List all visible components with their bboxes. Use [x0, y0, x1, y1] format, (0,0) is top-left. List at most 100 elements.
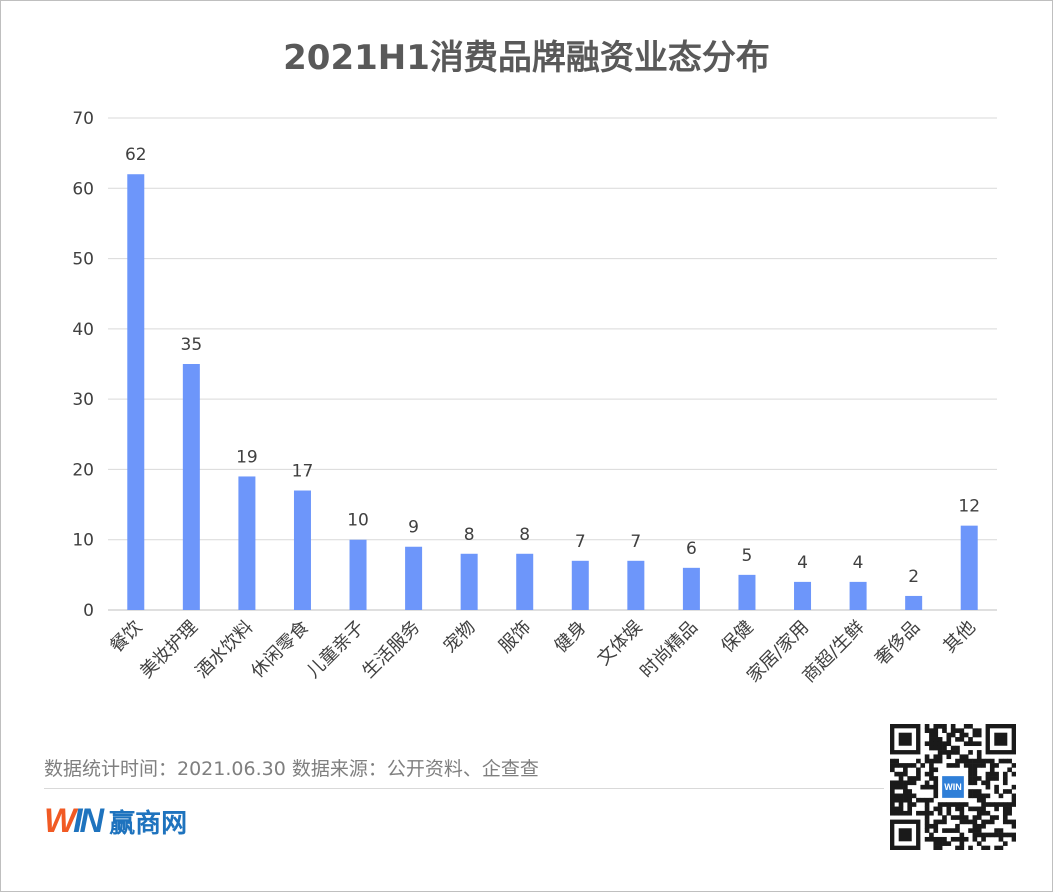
qr-module	[937, 758, 943, 764]
qr-module	[981, 823, 986, 829]
qr-module	[929, 810, 934, 816]
qr-module	[911, 780, 917, 786]
qr-module	[985, 771, 991, 777]
qr-finder	[898, 828, 912, 842]
bar	[849, 581, 867, 610]
qr-module	[894, 780, 899, 786]
qr-module	[894, 763, 899, 768]
qr-module	[981, 802, 986, 807]
bar	[682, 567, 700, 610]
qr-module	[929, 823, 934, 829]
qr-module	[1002, 776, 1008, 781]
qr-module	[955, 806, 960, 812]
qr-module	[911, 763, 917, 768]
qr-module	[933, 845, 939, 850]
qr-module	[981, 793, 986, 799]
data-label: 62	[125, 145, 147, 165]
qr-module	[894, 810, 899, 816]
qr-module	[937, 806, 943, 812]
qr-module	[994, 828, 999, 833]
y-tick-label: 30	[72, 390, 94, 410]
qr-module	[985, 802, 991, 807]
bar-chart: 01020304050607062餐饮35美妆护理19酒水饮料17休闲零食10儿…	[72, 109, 997, 687]
qr-module	[907, 776, 913, 781]
x-tick-label: 儿童亲子	[303, 617, 369, 683]
qr-module	[929, 758, 934, 764]
qr-module	[946, 828, 952, 833]
qr-module	[955, 823, 960, 829]
qr-module	[942, 828, 947, 833]
qr-module	[976, 758, 982, 764]
qr-module	[933, 741, 939, 747]
qr-module	[972, 741, 978, 747]
qr-module	[963, 758, 969, 764]
qr-module	[903, 780, 908, 786]
qr-module	[976, 797, 982, 803]
qr-module	[950, 802, 956, 807]
qr-module	[955, 758, 960, 764]
bar	[349, 539, 367, 610]
qr-module	[924, 758, 930, 764]
qr-module	[955, 845, 960, 850]
qr-module	[890, 763, 895, 768]
qr-module	[911, 793, 917, 799]
qr-module	[933, 819, 939, 825]
qr-module	[976, 789, 982, 794]
qr-module	[985, 810, 991, 816]
qr-module	[994, 802, 999, 807]
qr-module	[972, 780, 978, 786]
data-label: 35	[181, 335, 203, 355]
qr-module	[898, 797, 904, 803]
qr-module	[972, 823, 978, 829]
qr-module	[933, 841, 939, 846]
qr-module	[998, 828, 1004, 833]
qr-module	[890, 793, 895, 799]
qr-module	[929, 728, 934, 733]
qr-module	[903, 767, 908, 773]
qr-module	[994, 776, 999, 781]
data-label: 6	[686, 539, 697, 559]
qr-module	[1002, 841, 1008, 846]
qr-module	[933, 758, 939, 764]
qr-module	[959, 732, 965, 738]
qr-module	[916, 767, 921, 773]
qr-module	[976, 741, 982, 747]
qr-module	[972, 832, 978, 838]
qr-module	[963, 819, 969, 825]
data-label: 8	[464, 525, 475, 545]
qr-module	[898, 776, 904, 781]
qr-module	[929, 763, 934, 768]
qr-module	[981, 836, 986, 842]
qr-module	[985, 793, 991, 799]
qr-module	[907, 780, 913, 786]
qr-module	[1002, 819, 1008, 825]
qr-module	[933, 728, 939, 733]
qr-module	[911, 776, 917, 781]
qr-module	[972, 819, 978, 825]
qr-module	[985, 784, 991, 790]
qr-module	[950, 724, 956, 729]
qr-module	[933, 754, 939, 760]
qr-module	[959, 819, 965, 825]
qr-module	[994, 784, 999, 790]
qr-module	[959, 806, 965, 812]
qr-badge-text: WIN	[944, 782, 962, 792]
qr-module	[968, 819, 973, 825]
qr-module	[950, 815, 956, 820]
qr-badge	[942, 776, 964, 798]
qr-finder	[994, 732, 1008, 746]
qr-module	[989, 832, 995, 838]
qr-module	[976, 815, 982, 820]
qr-module	[890, 767, 895, 773]
qr-module	[933, 780, 939, 786]
qr-module	[981, 810, 986, 816]
qr-module	[894, 797, 899, 803]
qr-module	[981, 832, 986, 838]
qr-module	[963, 732, 969, 738]
qr-module	[937, 836, 943, 842]
qr-module	[929, 771, 934, 777]
data-label: 12	[958, 497, 980, 517]
chart-title: 2021H1消费品牌融资业态分布	[283, 38, 770, 78]
qr-module	[1007, 767, 1012, 773]
qr-module	[968, 780, 973, 786]
